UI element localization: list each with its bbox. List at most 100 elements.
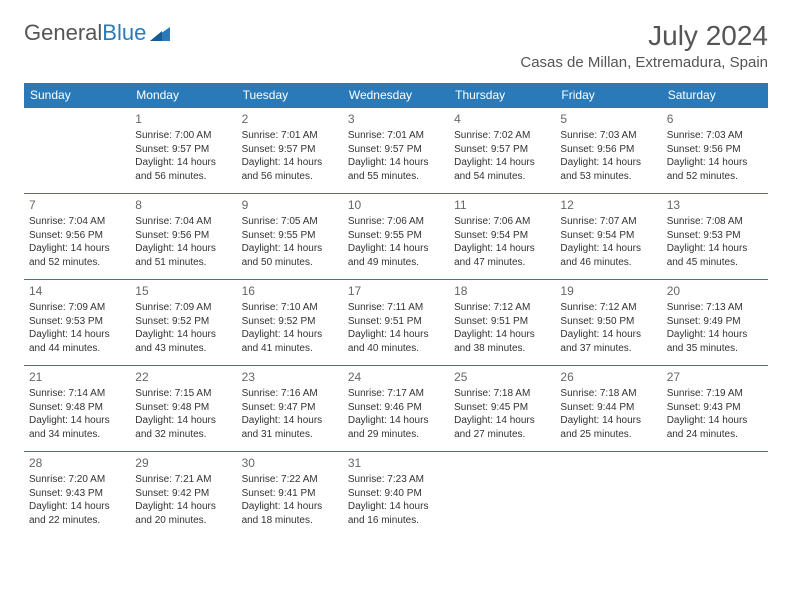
daylight-text: Daylight: 14 hours: [242, 156, 338, 170]
sunset-text: Sunset: 9:53 PM: [667, 229, 763, 243]
sunset-text: Sunset: 9:48 PM: [29, 401, 125, 415]
sunset-text: Sunset: 9:56 PM: [667, 143, 763, 157]
sunset-text: Sunset: 9:55 PM: [242, 229, 338, 243]
sunrise-text: Sunrise: 7:10 AM: [242, 301, 338, 315]
calendar-day-cell: 16Sunrise: 7:10 AMSunset: 9:52 PMDayligh…: [237, 280, 343, 366]
sunset-text: Sunset: 9:57 PM: [348, 143, 444, 157]
day-number: 31: [348, 455, 444, 471]
calendar-day-cell: 18Sunrise: 7:12 AMSunset: 9:51 PMDayligh…: [449, 280, 555, 366]
daylight-text: and 56 minutes.: [242, 170, 338, 184]
daylight-text: and 50 minutes.: [242, 256, 338, 270]
sunrise-text: Sunrise: 7:12 AM: [454, 301, 550, 315]
location-text: Casas de Millan, Extremadura, Spain: [520, 54, 768, 71]
daylight-text: and 55 minutes.: [348, 170, 444, 184]
sunrise-text: Sunrise: 7:04 AM: [135, 215, 231, 229]
calendar-day-cell: 3Sunrise: 7:01 AMSunset: 9:57 PMDaylight…: [343, 108, 449, 194]
sunset-text: Sunset: 9:56 PM: [135, 229, 231, 243]
daylight-text: and 35 minutes.: [667, 342, 763, 356]
day-number: 9: [242, 197, 338, 213]
sunset-text: Sunset: 9:50 PM: [560, 315, 656, 329]
sunrise-text: Sunrise: 7:00 AM: [135, 129, 231, 143]
calendar-day-cell: 10Sunrise: 7:06 AMSunset: 9:55 PMDayligh…: [343, 194, 449, 280]
calendar-day-cell: 13Sunrise: 7:08 AMSunset: 9:53 PMDayligh…: [662, 194, 768, 280]
calendar-day-cell: 17Sunrise: 7:11 AMSunset: 9:51 PMDayligh…: [343, 280, 449, 366]
calendar-day-cell: [449, 452, 555, 538]
calendar-day-cell: 27Sunrise: 7:19 AMSunset: 9:43 PMDayligh…: [662, 366, 768, 452]
daylight-text: and 46 minutes.: [560, 256, 656, 270]
daylight-text: Daylight: 14 hours: [667, 414, 763, 428]
sunrise-text: Sunrise: 7:03 AM: [667, 129, 763, 143]
daylight-text: and 24 minutes.: [667, 428, 763, 442]
daylight-text: Daylight: 14 hours: [29, 500, 125, 514]
daylight-text: Daylight: 14 hours: [454, 242, 550, 256]
calendar-day-cell: 21Sunrise: 7:14 AMSunset: 9:48 PMDayligh…: [24, 366, 130, 452]
daylight-text: Daylight: 14 hours: [135, 242, 231, 256]
weekday-header: Thursday: [449, 83, 555, 108]
daylight-text: Daylight: 14 hours: [29, 242, 125, 256]
sunrise-text: Sunrise: 7:02 AM: [454, 129, 550, 143]
daylight-text: and 41 minutes.: [242, 342, 338, 356]
calendar-day-cell: 14Sunrise: 7:09 AMSunset: 9:53 PMDayligh…: [24, 280, 130, 366]
sunset-text: Sunset: 9:56 PM: [560, 143, 656, 157]
daylight-text: Daylight: 14 hours: [454, 156, 550, 170]
sunrise-text: Sunrise: 7:01 AM: [348, 129, 444, 143]
calendar-day-cell: 15Sunrise: 7:09 AMSunset: 9:52 PMDayligh…: [130, 280, 236, 366]
sunrise-text: Sunrise: 7:04 AM: [29, 215, 125, 229]
calendar-day-cell: 9Sunrise: 7:05 AMSunset: 9:55 PMDaylight…: [237, 194, 343, 280]
calendar-week-row: 21Sunrise: 7:14 AMSunset: 9:48 PMDayligh…: [24, 366, 768, 452]
daylight-text: and 53 minutes.: [560, 170, 656, 184]
calendar-day-cell: 25Sunrise: 7:18 AMSunset: 9:45 PMDayligh…: [449, 366, 555, 452]
sunset-text: Sunset: 9:57 PM: [135, 143, 231, 157]
calendar-day-cell: [24, 108, 130, 194]
calendar-day-cell: 5Sunrise: 7:03 AMSunset: 9:56 PMDaylight…: [555, 108, 661, 194]
day-number: 16: [242, 283, 338, 299]
weekday-header: Friday: [555, 83, 661, 108]
day-number: 4: [454, 111, 550, 127]
day-number: 8: [135, 197, 231, 213]
sunrise-text: Sunrise: 7:09 AM: [135, 301, 231, 315]
daylight-text: and 27 minutes.: [454, 428, 550, 442]
calendar-day-cell: 11Sunrise: 7:06 AMSunset: 9:54 PMDayligh…: [449, 194, 555, 280]
daylight-text: and 38 minutes.: [454, 342, 550, 356]
calendar-day-cell: 30Sunrise: 7:22 AMSunset: 9:41 PMDayligh…: [237, 452, 343, 538]
sunrise-text: Sunrise: 7:03 AM: [560, 129, 656, 143]
sunrise-text: Sunrise: 7:13 AM: [667, 301, 763, 315]
daylight-text: Daylight: 14 hours: [348, 328, 444, 342]
day-number: 21: [29, 369, 125, 385]
calendar-day-cell: [662, 452, 768, 538]
day-number: 15: [135, 283, 231, 299]
daylight-text: and 18 minutes.: [242, 514, 338, 528]
sunrise-text: Sunrise: 7:16 AM: [242, 387, 338, 401]
daylight-text: Daylight: 14 hours: [135, 328, 231, 342]
daylight-text: and 40 minutes.: [348, 342, 444, 356]
daylight-text: Daylight: 14 hours: [242, 414, 338, 428]
sunset-text: Sunset: 9:56 PM: [29, 229, 125, 243]
title-box: July 2024 Casas de Millan, Extremadura, …: [520, 20, 768, 71]
day-number: 24: [348, 369, 444, 385]
logo-text-blue: Blue: [102, 20, 146, 45]
sunrise-text: Sunrise: 7:22 AM: [242, 473, 338, 487]
calendar-day-cell: 28Sunrise: 7:20 AMSunset: 9:43 PMDayligh…: [24, 452, 130, 538]
sunrise-text: Sunrise: 7:18 AM: [560, 387, 656, 401]
daylight-text: Daylight: 14 hours: [348, 156, 444, 170]
sunset-text: Sunset: 9:47 PM: [242, 401, 338, 415]
daylight-text: and 43 minutes.: [135, 342, 231, 356]
daylight-text: Daylight: 14 hours: [135, 414, 231, 428]
day-number: 17: [348, 283, 444, 299]
day-number: 5: [560, 111, 656, 127]
day-number: 27: [667, 369, 763, 385]
sunset-text: Sunset: 9:43 PM: [29, 487, 125, 501]
weekday-header: Monday: [130, 83, 236, 108]
calendar-day-cell: 24Sunrise: 7:17 AMSunset: 9:46 PMDayligh…: [343, 366, 449, 452]
calendar-day-cell: 23Sunrise: 7:16 AMSunset: 9:47 PMDayligh…: [237, 366, 343, 452]
calendar-week-row: 28Sunrise: 7:20 AMSunset: 9:43 PMDayligh…: [24, 452, 768, 538]
calendar-day-cell: 2Sunrise: 7:01 AMSunset: 9:57 PMDaylight…: [237, 108, 343, 194]
daylight-text: and 52 minutes.: [29, 256, 125, 270]
day-number: 11: [454, 197, 550, 213]
daylight-text: and 47 minutes.: [454, 256, 550, 270]
daylight-text: Daylight: 14 hours: [667, 242, 763, 256]
daylight-text: Daylight: 14 hours: [242, 328, 338, 342]
sunset-text: Sunset: 9:55 PM: [348, 229, 444, 243]
sunrise-text: Sunrise: 7:20 AM: [29, 473, 125, 487]
weekday-header: Sunday: [24, 83, 130, 108]
